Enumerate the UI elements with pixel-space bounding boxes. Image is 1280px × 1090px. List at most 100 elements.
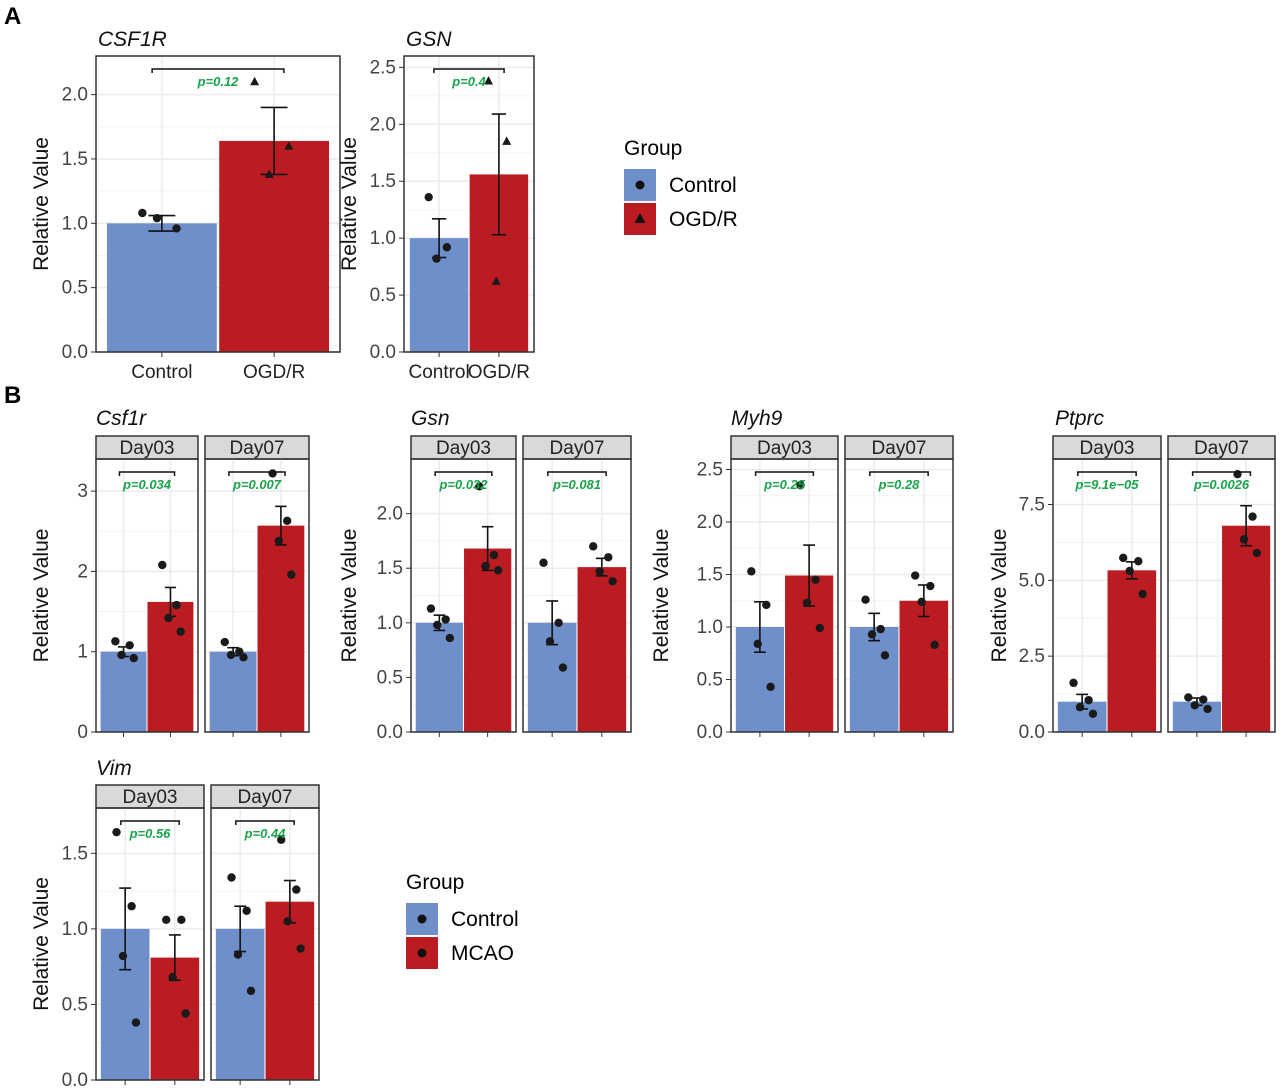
legend-panel-b: Group Control MCAO: [406, 871, 519, 969]
panel-border: [844, 458, 954, 733]
data-point: [172, 600, 181, 610]
panel-border: [522, 458, 632, 733]
y-tick-label: 2.5: [1019, 646, 1045, 667]
y-tick-label: 1.0: [697, 617, 723, 638]
y-tick-label: 0.5: [62, 278, 88, 299]
bar-control: [415, 622, 463, 732]
chart-vim_b: Vim Relative Value 0.0 0.5 1.0 1.5 Day03 p=0.56…: [30, 757, 320, 1090]
panel-border: [95, 458, 199, 733]
data-point: [766, 682, 775, 692]
y-tick-label: 0: [77, 722, 88, 743]
data-point: [1125, 566, 1134, 576]
significance-bracket: [433, 68, 505, 73]
significance-bracket: [120, 820, 180, 825]
x-tick-label: Control: [131, 362, 192, 383]
y-tick-label: 0.5: [62, 994, 88, 1015]
data-point: [911, 571, 920, 580]
significance-bracket: [754, 471, 815, 476]
data-point: [424, 192, 433, 202]
y-tick-label: 2.0: [697, 512, 723, 533]
significance-bracket: [434, 471, 493, 476]
y-axis-label: Relative Value: [338, 137, 361, 271]
data-point: [1088, 709, 1098, 718]
data-point: [1252, 548, 1262, 558]
y-tick-label: 1.0: [62, 919, 88, 940]
facet-day03: Day03 p=0.032: [410, 435, 517, 737]
data-point: [445, 633, 455, 643]
data-point: [274, 536, 284, 546]
data-point: [1134, 557, 1143, 566]
y-tick-label: 2.0: [377, 504, 403, 525]
data-point: [545, 637, 555, 646]
data-point: [433, 620, 442, 630]
data-point: [539, 558, 548, 567]
p-value-label: p=0.12: [197, 74, 240, 89]
significance-bracket: [547, 471, 607, 476]
significance-bracket: [869, 471, 929, 476]
data-point: [131, 1018, 141, 1027]
data-point: [152, 213, 162, 223]
panel-border: [410, 458, 517, 733]
data-point: [292, 885, 301, 894]
legend-a-label-control: Control: [669, 174, 737, 197]
panel-label-a: A: [4, 3, 21, 30]
bar-control: [209, 651, 257, 732]
facet-strip-label: Day07: [238, 787, 293, 808]
significance-bracket: [235, 820, 295, 825]
p-value-label: p=0.081: [552, 477, 601, 492]
data-point: [589, 542, 598, 551]
data-point: [1239, 535, 1249, 544]
legend-b-title: Group: [406, 871, 464, 894]
data-point: [1190, 701, 1199, 710]
bar-control: [849, 627, 899, 732]
y-tick-label: 1.5: [377, 558, 403, 579]
y-axis-label: Relative Value: [30, 877, 53, 1011]
data-point: [917, 597, 926, 606]
legend-b-item-control: Control: [406, 903, 519, 935]
chart-title: Vim: [96, 757, 132, 780]
p-value-label: p=0.0026: [1193, 477, 1250, 492]
legend-b-label-mcao: MCAO: [451, 942, 514, 965]
facet-day03: Day03 p=0.034: [95, 435, 199, 737]
panel-border: [403, 55, 535, 353]
significance-bracket: [118, 471, 176, 476]
facet-strip-label: Day07: [872, 438, 927, 459]
y-tick-label: 1.0: [62, 213, 88, 234]
y-tick-label: 1.5: [697, 565, 723, 586]
facet-strip-label: Day07: [1194, 438, 1249, 459]
data-point: [242, 906, 251, 915]
legend-a-item-ogdr: OGD/R: [624, 203, 738, 235]
y-tick-label: 2.5: [370, 57, 396, 78]
data-point: [246, 986, 256, 996]
data-point: [181, 1009, 190, 1018]
chart-title: Csf1r: [96, 407, 147, 430]
significance-bracket: [1191, 471, 1252, 476]
bar-treated: [265, 901, 315, 1080]
facet-strip-label: Day03: [123, 787, 178, 808]
facet-strip-label: Day03: [436, 438, 491, 459]
significance-bracket: [1077, 471, 1137, 476]
y-tick-label: 0.5: [697, 670, 723, 691]
data-point: [283, 917, 292, 926]
y-tick-label: 0.5: [370, 285, 396, 306]
data-point: [117, 650, 126, 660]
data-point: [796, 481, 805, 490]
data-point: [442, 243, 452, 252]
data-point: [282, 516, 292, 526]
y-tick-label: 0.0: [370, 342, 396, 363]
data-point: [226, 650, 236, 660]
data-point: [493, 566, 503, 575]
bar-treated: [219, 140, 330, 352]
y-tick-label: 0.0: [62, 1070, 88, 1090]
data-point: [277, 835, 286, 844]
bar-treated: [577, 567, 627, 732]
data-point: [233, 950, 243, 959]
y-axis-label: Relative Value: [30, 137, 53, 271]
chart-title: Ptprc: [1055, 407, 1105, 430]
y-axis-label: Relative Value: [338, 529, 361, 663]
y-tick-label: 1.0: [370, 228, 396, 249]
significance-bracket: [228, 471, 286, 476]
chart-gsn_b: Gsn Relative Value 0.0 0.5 1.0 1.5 2.0 Day03 p=0…: [338, 407, 632, 743]
data-point: [220, 637, 229, 647]
